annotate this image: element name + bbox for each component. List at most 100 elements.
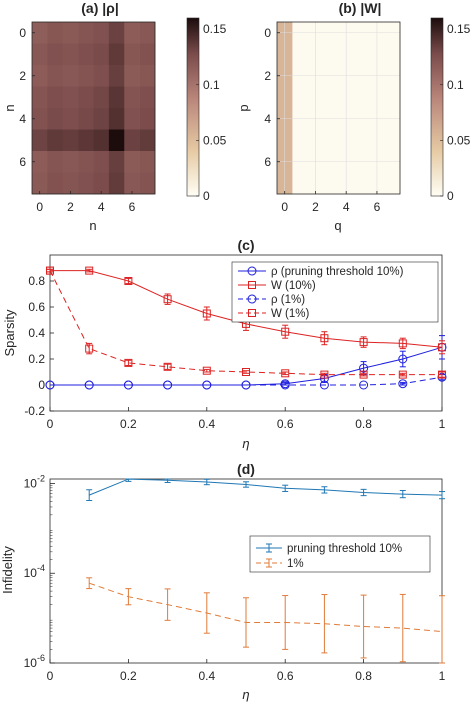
x-tick-label: 4 — [98, 200, 105, 214]
colorbar-tick-label: 0 — [447, 189, 454, 203]
x-tick-label: 0 — [47, 417, 54, 431]
heatmap-cell — [93, 151, 110, 173]
heatmap-cell — [124, 65, 140, 87]
x-tick-label: 1 — [439, 417, 446, 431]
heatmap-cell — [384, 43, 401, 66]
data-point — [359, 380, 369, 390]
panel-a-colorbar — [186, 17, 200, 197]
x-tick-label: 0.4 — [198, 417, 215, 431]
heatmap-cell — [353, 129, 370, 152]
panel-b-colorbar-ticks: 0 0.05 0.1 0.15 — [440, 22, 471, 203]
data-point — [398, 370, 407, 379]
heatmap-cell — [47, 43, 64, 66]
heatmap-cell — [47, 86, 64, 109]
x-tick-label: 0.2 — [120, 669, 137, 683]
legend-label: 1% — [287, 558, 304, 570]
heatmap-cell — [78, 108, 94, 130]
heatmap-cell — [62, 22, 79, 44]
heatmap-cell — [124, 22, 140, 44]
heatmap-cell — [62, 43, 79, 66]
heatmap-cell — [93, 65, 110, 87]
legend-label: pruning threshold 10% — [287, 543, 402, 555]
data-point — [281, 327, 290, 336]
series-3 — [46, 266, 446, 379]
heatmap-cell — [124, 43, 140, 66]
panel-d-ylabel: Infidelity — [0, 546, 15, 594]
y-tick-label: 0 — [264, 26, 271, 40]
heatmap-cell — [32, 129, 48, 152]
panel-a-frame — [31, 21, 156, 195]
legend-label: W (1%) — [271, 308, 310, 320]
panel-c-legend: ρ (pruning threshold 10%) W (10%) ρ (1%) W … — [231, 261, 439, 323]
data-point — [438, 343, 446, 352]
colorbar-tick-label: 0 — [203, 189, 210, 203]
heatmap-cell — [93, 22, 110, 44]
heatmap-cell — [32, 86, 48, 109]
heatmap-cell — [32, 151, 48, 173]
data-point — [85, 266, 94, 275]
y-tick-label: 6 — [264, 155, 271, 169]
y-tick-label: 10-2 — [24, 473, 45, 490]
x-tick-label: 2 — [67, 200, 74, 214]
data-point — [46, 266, 54, 275]
series-line — [50, 376, 443, 386]
series-line — [89, 478, 443, 496]
heatmap-cell — [47, 151, 64, 173]
y-tick-label: 0.6 — [28, 300, 45, 314]
heatmap-cell — [139, 22, 156, 44]
y-tick-label: 6 — [19, 155, 26, 169]
heatmap-cell — [323, 86, 339, 109]
heatmap-cell — [62, 86, 79, 109]
panel-d-ticks: 0 0.2 0.4 0.6 0.8 110-210-410-6 — [24, 473, 446, 683]
heatmap-cell — [62, 172, 79, 195]
panel-a-heatmap: (a) |ρ| 0 2 4 6 0 2 4 6 n n 0 0.05 0.1 0.15 — [2, 0, 227, 233]
panel-c-xlabel: η — [242, 436, 249, 451]
panel-b-colorbar — [430, 17, 444, 197]
data-point — [242, 368, 250, 376]
x-tick-label: 0.4 — [198, 669, 215, 683]
y-tick-label: 4 — [264, 112, 271, 126]
heatmap-cell — [124, 172, 140, 195]
colorbar-tick-label: 0.05 — [203, 133, 227, 147]
heatmap-cell — [323, 129, 339, 152]
heatmap-cell — [32, 172, 48, 195]
heatmap-cell — [353, 43, 370, 66]
heatmap-cell — [108, 65, 125, 87]
panel-d-xlabel: η — [242, 687, 249, 702]
y-tick-exponent: -2 — [37, 473, 45, 483]
heatmap-cell — [108, 86, 125, 109]
panel-b-title: (b) |W| — [339, 0, 382, 16]
x-tick-label: 0.6 — [277, 417, 294, 431]
data-point — [247, 294, 257, 304]
panel-b-xticks: 0 2 4 6 — [281, 191, 381, 214]
data-point — [398, 354, 408, 364]
data-point — [45, 380, 55, 390]
heatmap-cell — [292, 86, 309, 109]
heatmap-cell — [47, 172, 64, 195]
heatmap-cell — [384, 129, 401, 152]
heatmap-cell — [124, 86, 140, 109]
data-point — [319, 380, 329, 390]
series-line — [89, 582, 443, 633]
colorbar-tick-label: 0.1 — [447, 78, 464, 92]
data-point — [320, 334, 329, 343]
data-point — [320, 370, 329, 379]
data-point — [248, 309, 256, 317]
heatmap-cell — [384, 172, 401, 195]
y-tick-exponent: -4 — [37, 563, 45, 573]
panel-d-line-chart: (d) 0 0.2 0.4 0.6 0.8 110-210-410-6 η Infidel… — [0, 461, 446, 702]
panel-d-series — [86, 478, 445, 664]
panel-c-line-chart: (c) 0 0.2 0.4 0.6 0.8 1-0.200.20.40.60.8 η Sp… — [2, 237, 447, 451]
heatmap-cell — [78, 129, 94, 152]
data-point — [281, 369, 290, 378]
legend-label: W (10%) — [271, 280, 316, 292]
heatmap-cell — [78, 43, 94, 66]
heatmap-cell — [32, 108, 48, 130]
data-point — [124, 358, 133, 367]
heatmap-cell — [47, 108, 64, 130]
heatmap-cell — [124, 108, 140, 130]
panel-a-yticks: 0 2 4 6 — [19, 26, 35, 169]
heatmap-cell — [139, 108, 156, 130]
data-point — [241, 380, 251, 390]
panel-a-ylabel: n — [2, 104, 17, 111]
